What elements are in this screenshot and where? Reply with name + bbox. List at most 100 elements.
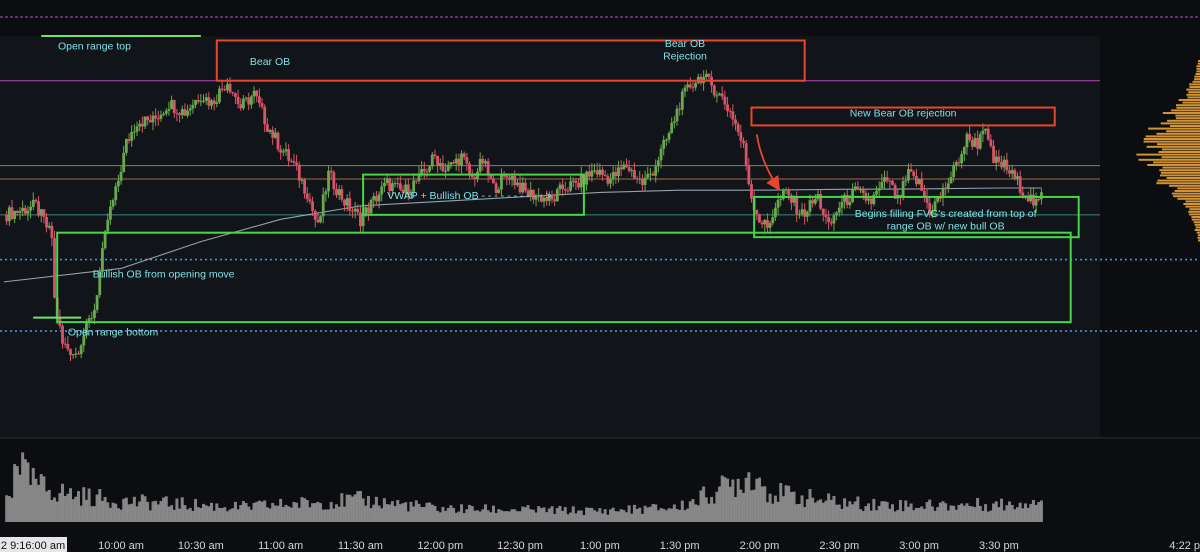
volume-bar [970, 506, 974, 522]
volume-bar [765, 502, 769, 522]
candle [529, 181, 533, 202]
volume-bar [98, 489, 102, 522]
candle [515, 178, 519, 187]
candle-body [101, 248, 104, 272]
candle [300, 177, 304, 185]
volume-bar [396, 500, 400, 522]
candle-body [1034, 199, 1038, 206]
candle [412, 175, 416, 199]
candle [994, 150, 998, 171]
candle-body [986, 128, 990, 140]
volume-bar [930, 506, 934, 522]
volume-profile-bar [1182, 101, 1200, 104]
candle [593, 163, 596, 174]
candle [79, 343, 83, 359]
candle [428, 165, 432, 174]
volume-bar [832, 496, 836, 522]
candle-body [340, 189, 344, 200]
volume-bar [696, 505, 700, 522]
bear-ob-zone[interactable] [215, 39, 806, 82]
volume-bar [475, 510, 479, 522]
volume-bar [901, 511, 905, 522]
candle-body [271, 130, 275, 138]
volume-bar [691, 499, 695, 522]
volume-bar [372, 504, 376, 522]
bull-ob-zone[interactable] [362, 173, 585, 216]
candle [946, 177, 950, 193]
volume-profile-bar [1198, 60, 1200, 62]
volume-bar [382, 498, 386, 522]
candle-body [755, 209, 759, 215]
volume-bar [627, 505, 631, 522]
candle [212, 97, 216, 111]
volume-bar [76, 491, 80, 522]
volume-profile-bar [1195, 226, 1200, 229]
chart-annotation: range OB w/ new bull OB [887, 221, 1005, 233]
candle-body [664, 139, 668, 141]
volume-bar [558, 505, 562, 522]
chart-annotation: Open range top [58, 40, 131, 52]
volume-bar [164, 496, 168, 522]
volume-bar [398, 504, 402, 522]
volume-bar [734, 497, 738, 522]
candle-body [249, 96, 253, 105]
volume-bar [191, 510, 195, 522]
volume-bar [53, 497, 57, 522]
candle-body [795, 196, 799, 215]
candle-body [444, 170, 447, 172]
candle-body [159, 114, 163, 119]
candle-body [936, 197, 940, 202]
candle [1010, 164, 1014, 180]
candle [622, 161, 626, 170]
candle [249, 94, 253, 109]
volume-bar [111, 502, 115, 522]
volume-bar [295, 502, 299, 522]
candle [566, 186, 570, 194]
bull-ob-zone[interactable] [753, 195, 1080, 239]
candle [763, 218, 767, 232]
candle [93, 303, 96, 325]
volume-bar [728, 486, 732, 522]
candle [281, 148, 285, 157]
volume-bar [515, 511, 519, 522]
volume-bar [406, 511, 410, 522]
candle-body [242, 98, 245, 109]
volume-bar [497, 509, 501, 522]
candle [547, 191, 551, 206]
candle-body [207, 97, 211, 106]
candle-body [130, 131, 134, 141]
volume-bar [896, 509, 900, 522]
candle [396, 177, 400, 188]
volume-profile-bar [1160, 174, 1200, 177]
candle-body [901, 181, 905, 198]
volume-bar [678, 509, 682, 522]
candle-body [851, 189, 854, 203]
volume-bar [960, 503, 964, 522]
bear-ob-zone[interactable] [750, 106, 1056, 127]
volume-bar [622, 510, 626, 522]
candle-body [888, 180, 892, 182]
volume-bar [95, 494, 99, 522]
candle [625, 158, 628, 168]
volume-bar [867, 503, 871, 522]
candle-body [630, 170, 634, 172]
candle-body [617, 167, 620, 177]
volume-bar [965, 503, 969, 522]
candle-body [202, 100, 205, 102]
volume-bar [523, 507, 527, 522]
candle-body [7, 207, 11, 222]
volume-bar [811, 497, 815, 522]
volume-bar [260, 501, 264, 522]
bull-ob-zone[interactable] [56, 231, 1072, 324]
volume-bar [851, 504, 855, 522]
candle [404, 179, 408, 198]
candle-body [537, 195, 541, 197]
volume-bar [348, 494, 352, 522]
candle [194, 99, 197, 109]
volume-bar [545, 512, 549, 522]
candle [782, 188, 785, 201]
crosshair-time-label: 2 9:16:00 am [1, 540, 65, 552]
candle [715, 91, 719, 103]
candle [571, 177, 575, 188]
